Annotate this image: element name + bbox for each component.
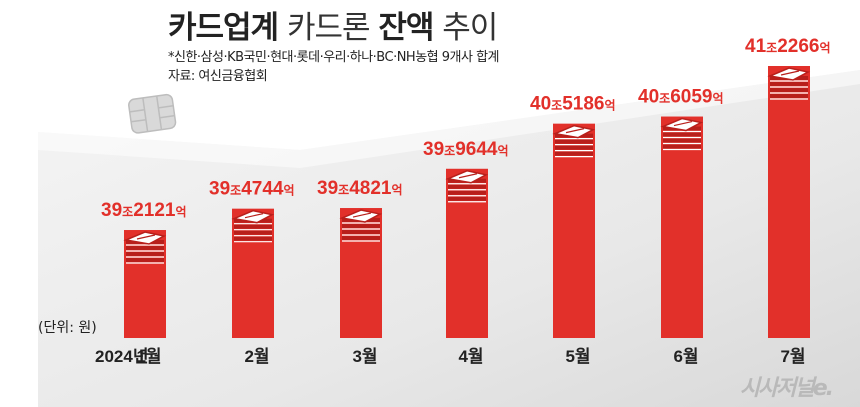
note-text: *신한·삼성·KB국민·현대·롯데·우리·하나·BC·NH농협 9개사 합계 — [168, 50, 500, 65]
data-label-2: 39조4744억 — [209, 179, 295, 200]
money-stack-icon — [123, 231, 167, 264]
data-label-1: 39조2121억 — [101, 200, 187, 221]
x-tick-label: 6월 — [673, 347, 698, 366]
title-bold-2: 잔액 — [378, 10, 434, 46]
money-stack-icon — [445, 169, 489, 203]
source-text: 자료: 여신금융협회 — [168, 69, 268, 84]
x-tick-label: 3월 — [352, 347, 377, 366]
x-tick-label: 1월 — [136, 347, 161, 366]
data-label-5: 40조5186억 — [530, 94, 616, 115]
title-light-2: 추이 — [433, 10, 498, 46]
card-chip-icon — [128, 93, 177, 134]
data-label-6: 40조6059억 — [638, 87, 724, 108]
bar-6 — [661, 116, 703, 338]
data-label-7: 41조2266억 — [745, 36, 831, 57]
data-label-3: 39조4821억 — [317, 178, 403, 199]
page-title: 카드업계 카드론 잔액 추이 — [168, 2, 498, 47]
brand-logo: 시사저널e. — [739, 376, 834, 401]
x-tick-label: 4월 — [458, 347, 483, 366]
x-tick-label: 2월 — [244, 347, 269, 366]
money-stack-icon — [339, 209, 383, 242]
x-axis: 1월 2월 3월 4월 5월 6월 7월 2024년 — [95, 347, 806, 366]
data-labels-group: 39조2121억 39조4744억 39조4821억 39조9644억 40조5186억… — [101, 36, 831, 221]
bar-3 — [340, 208, 382, 338]
title-light-1: 카드론 — [278, 10, 379, 46]
money-stack-icon — [231, 209, 275, 243]
bar-5 — [553, 123, 595, 338]
x-tick-label: 7월 — [780, 347, 805, 366]
data-label-4: 39조9644억 — [423, 139, 509, 160]
title-bold-1: 카드업계 — [168, 10, 279, 46]
bars-group — [123, 66, 811, 338]
bar-7 — [768, 66, 810, 338]
money-stack-icon — [552, 124, 596, 158]
unit-label: (단위: 원) — [38, 320, 97, 336]
money-stack-icon — [767, 67, 811, 100]
year-label: 2024년 — [95, 347, 148, 366]
x-tick-label: 5월 — [565, 347, 590, 366]
money-stack-icon — [660, 117, 704, 151]
